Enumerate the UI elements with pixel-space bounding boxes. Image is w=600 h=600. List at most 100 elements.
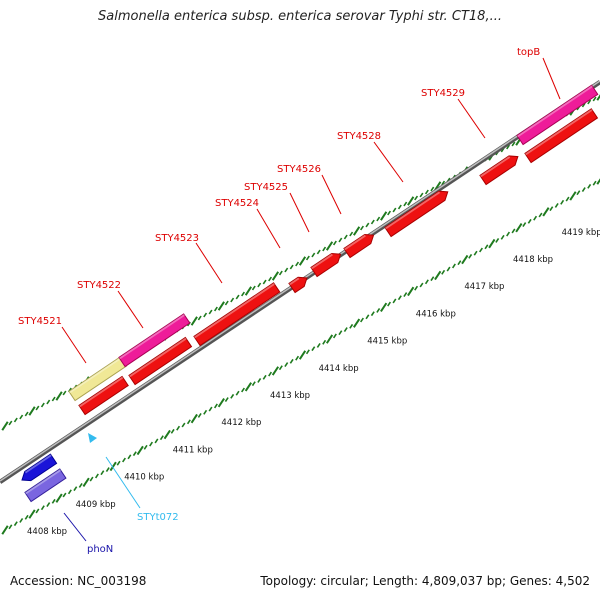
- gene-red-4525-shape: [310, 252, 342, 278]
- outer-tick: [360, 225, 364, 231]
- inner-tick: [257, 378, 262, 383]
- gene-pink-1-gloss: [119, 314, 185, 360]
- outer-tick: [424, 189, 429, 195]
- outer-tick: [55, 391, 63, 401]
- leader-line: [195, 242, 223, 284]
- inner-tick: [268, 371, 273, 377]
- inner-tick: [479, 247, 483, 253]
- gene-pink-topb-gloss: [517, 85, 593, 138]
- outer-tick: [311, 252, 316, 258]
- inner-tick: [403, 292, 408, 297]
- inner-tick: [500, 234, 505, 240]
- outer-tick: [235, 294, 240, 300]
- inner-tick: [289, 358, 294, 364]
- inner-tick: [149, 441, 154, 447]
- outer-tick: [13, 417, 18, 423]
- leader-line: [105, 456, 141, 509]
- gene-pink-1-shape: [118, 313, 191, 368]
- inner-tick: [213, 403, 218, 409]
- gene-red-topb-gloss: [525, 108, 593, 156]
- inner-tick: [190, 413, 198, 424]
- outer-tick: [190, 316, 198, 326]
- inner-tick: [244, 382, 252, 392]
- inner-tick: [154, 438, 159, 444]
- gene-pink-topb: [516, 84, 599, 146]
- leader-line: [63, 512, 87, 542]
- gene-violet-shape: [24, 468, 67, 503]
- outer-tick: [51, 396, 56, 402]
- outer-tick: [262, 279, 267, 285]
- inner-tick: [170, 428, 175, 434]
- outer-tick: [587, 99, 592, 105]
- inner-tick: [316, 343, 321, 348]
- inner-tick: [278, 365, 283, 371]
- inner-tick: [89, 476, 94, 482]
- inner-tick: [105, 467, 110, 472]
- inner-tick: [82, 477, 90, 487]
- outer-tick: [592, 96, 597, 102]
- gene-red-4525: [310, 252, 342, 278]
- leader-line: [61, 326, 87, 364]
- outer-tick: [278, 270, 283, 276]
- inner-tick: [235, 390, 240, 396]
- outer-tick: [224, 300, 229, 306]
- outer-tick: [370, 219, 375, 225]
- inner-tick: [353, 318, 361, 328]
- gene-yellow-gloss: [69, 357, 122, 394]
- outer-tick: [511, 141, 516, 147]
- leader-line: [256, 208, 281, 249]
- inner-tick: [241, 387, 245, 393]
- gene-red-4524-shape: [288, 276, 308, 294]
- leader-line: [542, 57, 561, 100]
- inner-tick: [163, 429, 171, 440]
- outer-tick: [387, 210, 392, 216]
- gene-label: STY4521: [18, 316, 62, 327]
- inner-tick: [46, 502, 51, 507]
- gene-blue-phon-gloss: [24, 454, 52, 474]
- gene-red-4529-gloss: [480, 156, 511, 178]
- inner-tick: [414, 285, 419, 291]
- inner-tick: [176, 425, 181, 431]
- gene-red-4522-shape: [128, 336, 193, 386]
- outer-tick: [268, 276, 273, 282]
- inner-tick: [1, 525, 9, 535]
- outer-tick: [230, 297, 235, 303]
- leader-line: [117, 290, 144, 329]
- inner-tick: [461, 254, 469, 265]
- outer-tick: [325, 241, 334, 251]
- outer-tick: [322, 246, 327, 252]
- scale-label: 4408 kbp: [27, 527, 67, 537]
- gene-red-topb: [524, 108, 599, 164]
- inner-tick: [441, 269, 446, 275]
- outer-tick: [284, 267, 289, 273]
- inner-tick: [143, 444, 148, 450]
- outer-tick: [343, 234, 348, 240]
- outer-tick: [241, 291, 245, 297]
- outer-tick: [392, 207, 397, 213]
- inner-tick: [338, 330, 343, 336]
- gene-red-4528: [384, 190, 449, 238]
- inner-tick: [549, 206, 554, 212]
- inner-tick: [484, 244, 489, 250]
- gene-red-4529: [479, 155, 519, 186]
- inner-tick: [434, 270, 442, 281]
- map-title: Salmonella enterica subsp. enterica sero…: [98, 9, 502, 24]
- outer-tick: [208, 309, 213, 315]
- gene-red-4523-shape: [193, 282, 281, 347]
- inner-tick: [522, 222, 527, 227]
- gene-violet: [24, 468, 67, 503]
- inner-tick: [127, 454, 132, 460]
- inner-tick: [67, 489, 72, 495]
- leader-line: [321, 174, 342, 215]
- inner-tick: [305, 349, 310, 355]
- inner-tick: [230, 393, 235, 399]
- inner-tick: [446, 266, 451, 272]
- gene-red-4529-shape: [479, 155, 519, 186]
- inner-tick: [295, 355, 300, 361]
- inner-tick: [224, 397, 229, 402]
- gene-red-4523-gloss: [194, 283, 275, 339]
- gene-label: STY4525: [244, 182, 288, 193]
- scale-label: 4418 kbp: [513, 255, 553, 265]
- inner-tick: [311, 346, 316, 352]
- outer-tick: [441, 180, 446, 186]
